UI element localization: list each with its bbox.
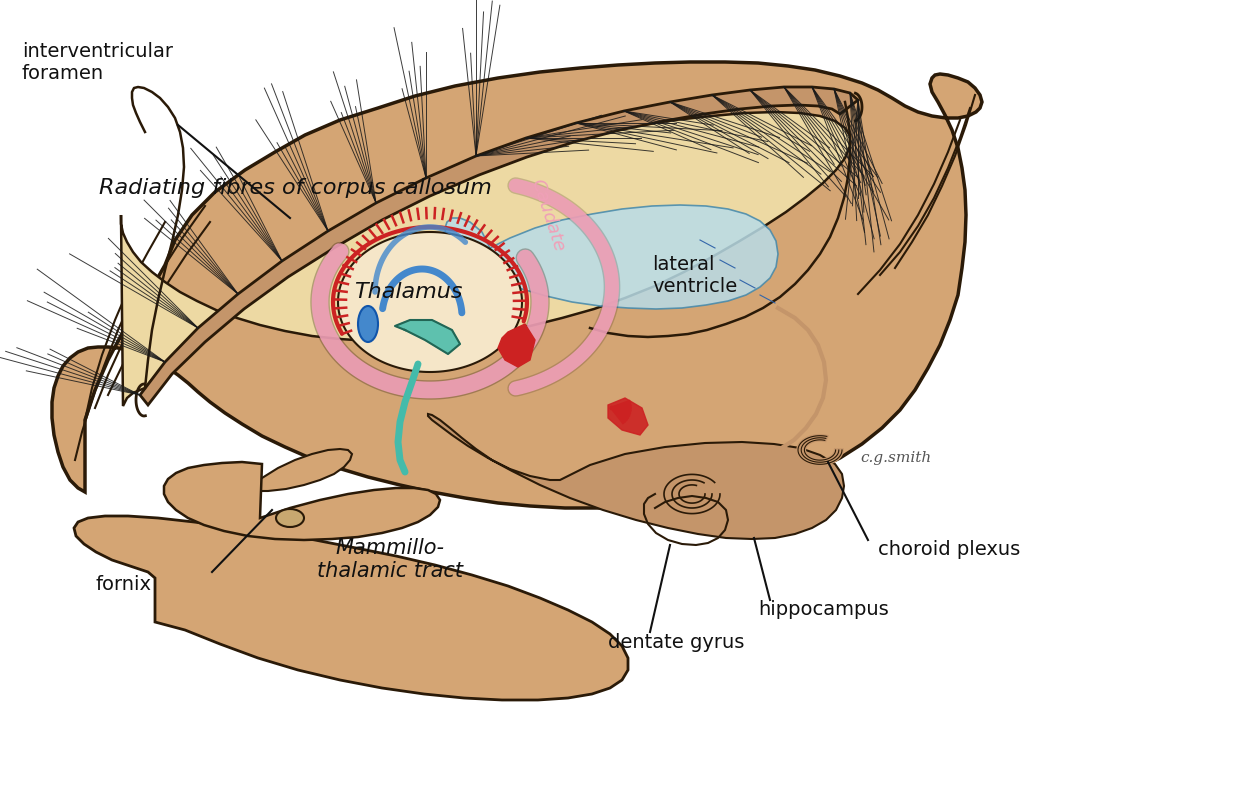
Text: hippocampus: hippocampus: [758, 600, 888, 619]
Text: Thalamus: Thalamus: [354, 282, 462, 302]
Polygon shape: [498, 324, 535, 367]
Text: interventricular
foramen: interventricular foramen: [22, 42, 173, 83]
Polygon shape: [608, 398, 648, 435]
Text: lateral
ventricle: lateral ventricle: [652, 255, 738, 295]
Text: Radiating fibres of corpus callosum: Radiating fibres of corpus callosum: [98, 178, 491, 198]
Polygon shape: [427, 414, 844, 539]
Text: c.g.smith: c.g.smith: [860, 451, 931, 465]
Ellipse shape: [277, 509, 304, 527]
Polygon shape: [74, 516, 628, 700]
Polygon shape: [52, 62, 982, 508]
Text: Caudate: Caudate: [528, 176, 568, 254]
Text: dentate gyrus: dentate gyrus: [608, 633, 744, 652]
Polygon shape: [445, 205, 778, 309]
Text: fornix: fornix: [95, 575, 151, 594]
Polygon shape: [140, 87, 858, 405]
Polygon shape: [395, 320, 460, 354]
Polygon shape: [164, 462, 440, 540]
Polygon shape: [228, 449, 353, 491]
Polygon shape: [121, 112, 850, 406]
Polygon shape: [338, 232, 522, 372]
Ellipse shape: [358, 306, 378, 342]
Text: choroid plexus: choroid plexus: [878, 540, 1020, 559]
Text: Mammillo-
thalamic tract: Mammillo- thalamic tract: [316, 538, 464, 581]
